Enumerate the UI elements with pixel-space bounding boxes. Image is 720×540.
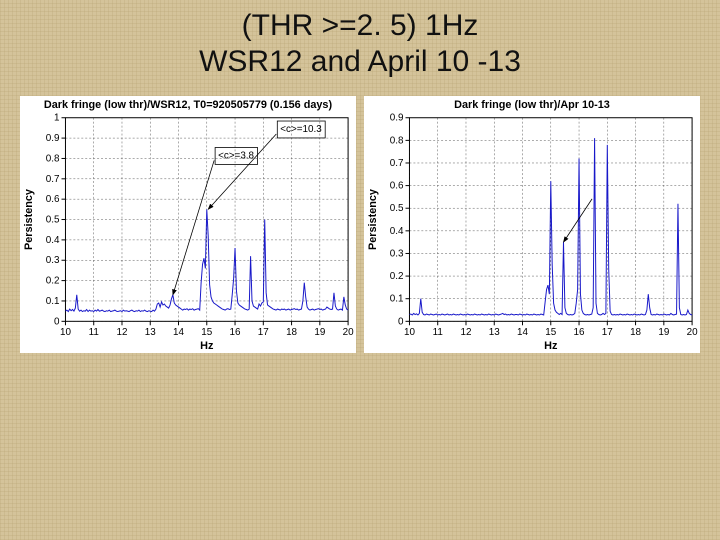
svg-text:12: 12: [460, 327, 471, 338]
svg-text:0.1: 0.1: [46, 296, 60, 307]
svg-text:15: 15: [545, 327, 556, 338]
chart-panel-right: Dark fringe (low thr)/Apr 10-13 10 11 12 13 1…: [364, 96, 700, 353]
svg-text:<c>=10.3: <c>=10.3: [280, 124, 322, 135]
svg-text:12: 12: [116, 327, 127, 338]
slide: (THR >=2. 5) 1Hz WSR12 and April 10 -13 …: [0, 0, 720, 540]
charts-row: Dark fringe (low thr)/WSR12, T0=92050577…: [20, 96, 700, 353]
svg-text:0.5: 0.5: [46, 214, 60, 225]
svg-text:Hz: Hz: [544, 340, 558, 352]
svg-text:0.8: 0.8: [46, 153, 60, 164]
svg-text:0.8: 0.8: [390, 135, 404, 146]
svg-text:Hz: Hz: [200, 340, 214, 352]
svg-text:0.2: 0.2: [46, 276, 60, 287]
chart-panel-left: Dark fringe (low thr)/WSR12, T0=92050577…: [20, 96, 356, 353]
svg-text:17: 17: [602, 327, 613, 338]
svg-text:0.3: 0.3: [46, 255, 60, 266]
svg-text:11: 11: [89, 327, 100, 338]
svg-text:0.2: 0.2: [390, 271, 404, 282]
svg-text:0.7: 0.7: [46, 174, 60, 185]
svg-text:Dark fringe (low thr)/Apr 10-1: Dark fringe (low thr)/Apr 10-13: [454, 99, 610, 111]
svg-text:11: 11: [433, 327, 444, 338]
svg-text:14: 14: [517, 327, 528, 338]
svg-text:0.5: 0.5: [390, 203, 404, 214]
svg-text:16: 16: [574, 327, 585, 338]
svg-text:19: 19: [658, 327, 669, 338]
svg-text:1: 1: [54, 113, 60, 124]
svg-text:10: 10: [60, 327, 71, 338]
svg-text:13: 13: [145, 327, 156, 338]
svg-text:16: 16: [230, 327, 241, 338]
svg-text:20: 20: [343, 327, 354, 338]
svg-text:18: 18: [630, 327, 641, 338]
svg-text:0.9: 0.9: [390, 113, 404, 124]
svg-text:10: 10: [404, 327, 415, 338]
svg-text:0.4: 0.4: [390, 226, 404, 237]
svg-text:19: 19: [314, 327, 325, 338]
svg-text:Dark fringe (low thr)/WSR12, T: Dark fringe (low thr)/WSR12, T0=92050577…: [44, 99, 333, 111]
title-line-2: WSR12 and April 10 -13: [199, 45, 521, 78]
svg-text:0: 0: [54, 316, 60, 327]
svg-text:15: 15: [201, 327, 212, 338]
svg-text:20: 20: [687, 327, 698, 338]
svg-text:14: 14: [173, 327, 184, 338]
slide-title: (THR >=2. 5) 1Hz WSR12 and April 10 -13: [0, 8, 720, 80]
svg-text:0.4: 0.4: [46, 235, 60, 246]
svg-text:<c>=3.8: <c>=3.8: [218, 150, 254, 161]
svg-text:0.7: 0.7: [390, 158, 404, 169]
svg-text:0: 0: [398, 316, 404, 327]
svg-text:0.6: 0.6: [46, 194, 60, 205]
svg-text:0.6: 0.6: [390, 181, 404, 192]
chart-left: Dark fringe (low thr)/WSR12, T0=92050577…: [20, 96, 356, 353]
svg-text:0.9: 0.9: [46, 133, 60, 144]
svg-text:0.1: 0.1: [390, 294, 404, 305]
svg-text:17: 17: [258, 327, 269, 338]
svg-text:Persistency: Persistency: [367, 189, 379, 250]
title-line-1: (THR >=2. 5) 1Hz: [242, 9, 479, 42]
svg-text:0.3: 0.3: [390, 248, 404, 259]
svg-text:13: 13: [489, 327, 500, 338]
svg-text:18: 18: [286, 327, 297, 338]
svg-text:Persistency: Persistency: [23, 189, 35, 250]
chart-right: Dark fringe (low thr)/Apr 10-13 10 11 12 13 1…: [364, 96, 700, 353]
